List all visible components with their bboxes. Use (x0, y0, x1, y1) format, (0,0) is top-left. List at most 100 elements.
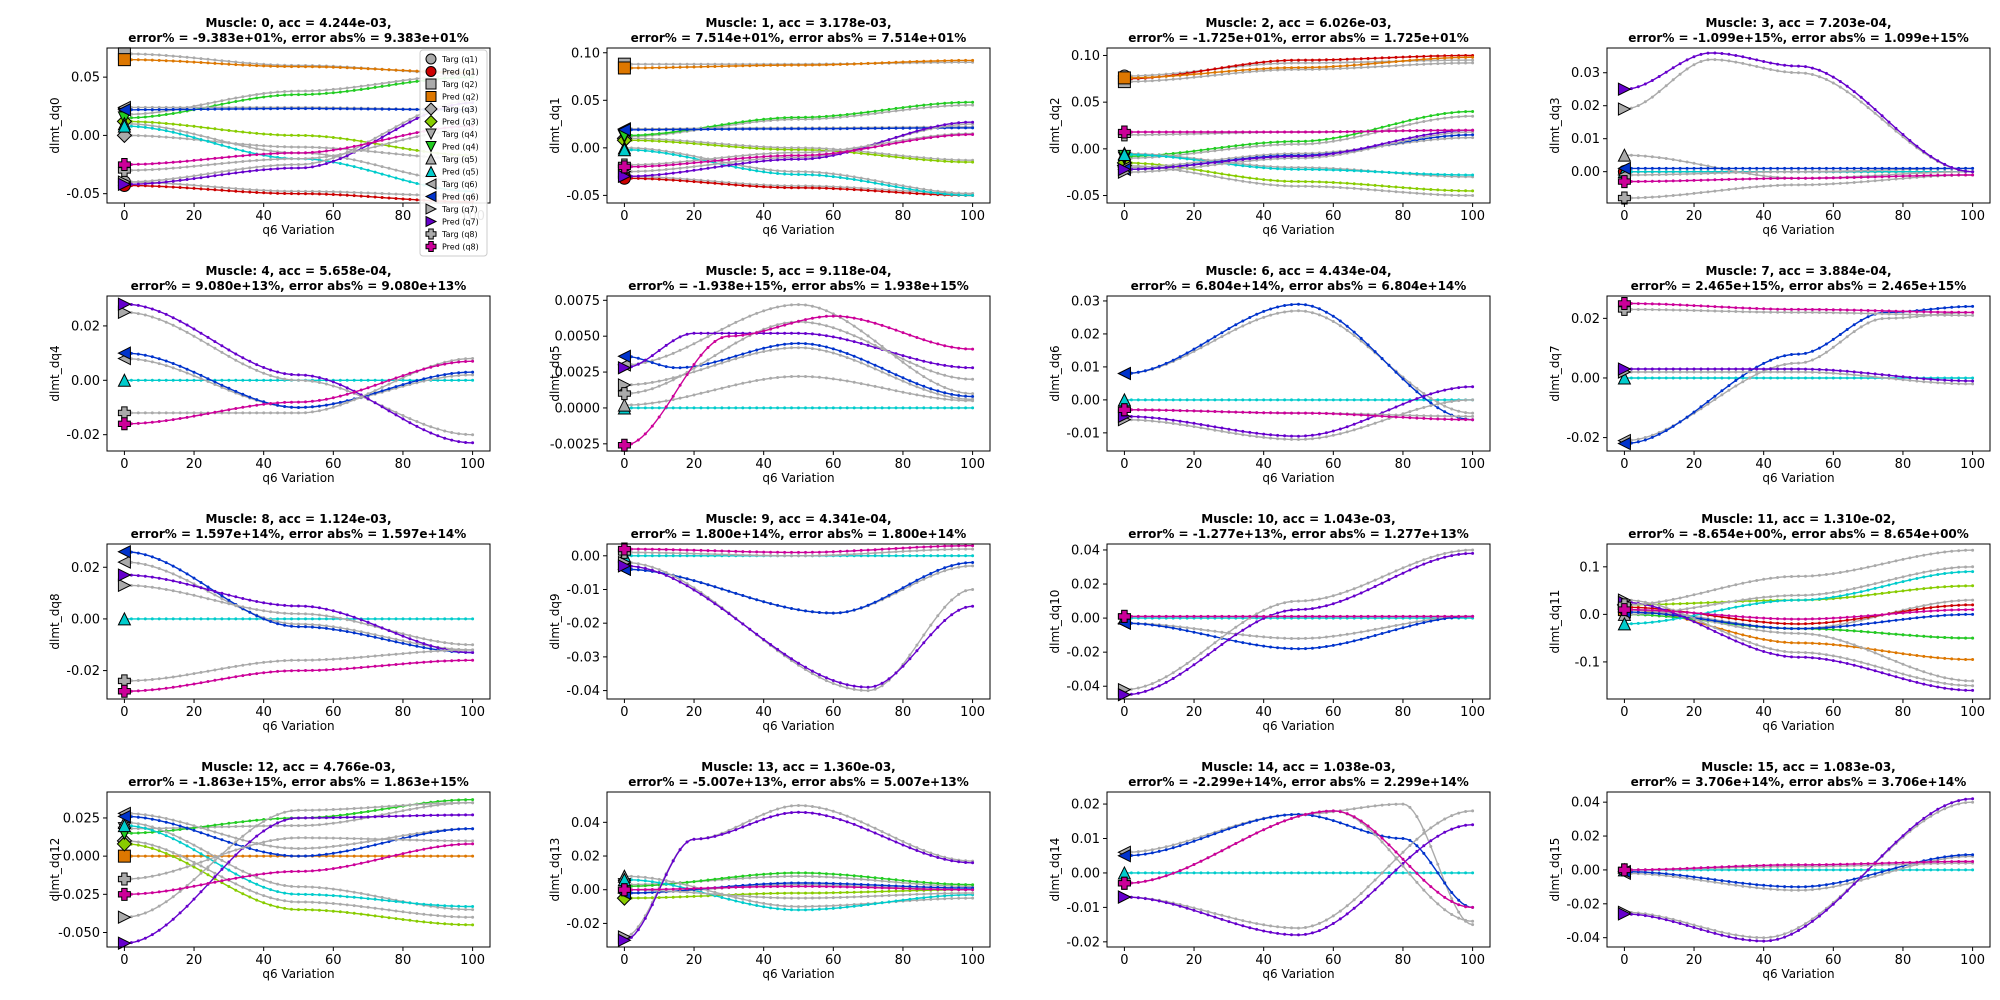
data-point (1255, 69, 1259, 73)
series-points (622, 314, 975, 447)
data-point (1143, 415, 1147, 419)
data-point (317, 404, 321, 408)
data-point (415, 173, 419, 177)
data-point (1817, 376, 1821, 380)
data-point (136, 108, 140, 112)
data-point (1359, 63, 1363, 67)
data-point (324, 403, 328, 407)
data-point (1810, 183, 1814, 187)
data-point (866, 364, 870, 368)
data-point (957, 346, 961, 350)
data-point (1671, 376, 1675, 380)
data-point (1636, 154, 1640, 158)
data-point (1324, 58, 1328, 62)
data-point (1345, 57, 1349, 61)
series-points (122, 359, 475, 426)
data-point (783, 331, 787, 335)
data-point (1471, 136, 1475, 140)
data-point (338, 153, 342, 156)
data-point (220, 99, 224, 103)
data-point (1352, 132, 1356, 136)
data-point (1790, 176, 1793, 180)
data-point (394, 145, 398, 149)
data-point (185, 55, 189, 59)
data-point (345, 392, 349, 396)
data-point (922, 384, 926, 388)
data-point (283, 617, 287, 621)
data-point (283, 189, 287, 193)
data-point (136, 120, 140, 124)
data-point (401, 68, 405, 72)
data-point (157, 357, 161, 361)
data-point (810, 170, 814, 174)
data-point (1283, 304, 1287, 307)
data-point (1157, 78, 1161, 82)
data-point (290, 107, 293, 111)
data-point (1755, 372, 1759, 376)
data-point (352, 150, 356, 154)
data-point (1824, 169, 1828, 173)
data-point (1408, 136, 1412, 140)
data-point (1248, 321, 1252, 325)
data-point (1810, 376, 1814, 380)
data-point (1164, 408, 1168, 412)
data-point (901, 390, 905, 394)
data-point (1810, 166, 1814, 170)
y-tick-label: -0.01 (1066, 426, 1100, 441)
data-point (1643, 179, 1647, 183)
data-point (1380, 125, 1384, 129)
data-point (1171, 74, 1175, 78)
data-point (678, 162, 682, 166)
data-point (1150, 133, 1154, 137)
data-point (804, 63, 807, 67)
data-point (1943, 170, 1947, 174)
data-point (192, 132, 196, 136)
data-point (1457, 189, 1461, 193)
data-point (241, 411, 245, 415)
data-point (901, 106, 905, 110)
data-point (824, 314, 828, 318)
data-point (1269, 313, 1273, 317)
data-point (1422, 62, 1426, 66)
data-point (220, 128, 224, 132)
data-point (922, 187, 926, 191)
data-point (1776, 310, 1780, 314)
data-point (1310, 433, 1314, 437)
data-point (915, 370, 919, 374)
data-point (436, 374, 440, 378)
data-point (1199, 169, 1203, 172)
data-point (213, 156, 217, 160)
data-point (150, 360, 154, 364)
data-point (394, 413, 398, 417)
data-point (1227, 69, 1231, 73)
data-point (1950, 173, 1954, 177)
data-point (1964, 310, 1968, 314)
start-marker (1117, 162, 1132, 177)
data-point (1685, 58, 1689, 62)
data-point (1436, 414, 1440, 418)
data-point (1366, 169, 1370, 173)
data-point (1908, 310, 1912, 313)
data-point (1852, 376, 1856, 380)
data-point (234, 352, 238, 356)
data-point (629, 383, 633, 387)
data-point (387, 192, 391, 196)
data-point (310, 92, 314, 96)
data-point (1922, 166, 1926, 170)
data-point (1831, 169, 1835, 173)
data-point (310, 156, 314, 160)
data-point (213, 58, 217, 62)
data-point (1866, 374, 1870, 378)
data-point (373, 401, 377, 405)
data-point (310, 150, 314, 154)
data-point (797, 303, 800, 307)
data-point (394, 107, 398, 111)
data-point (769, 147, 773, 151)
data-point (1129, 153, 1133, 156)
data-point (1380, 189, 1384, 193)
data-point (234, 63, 238, 67)
data-point (852, 354, 856, 358)
data-point (1838, 80, 1842, 83)
data-point (276, 167, 280, 171)
start-marker (1117, 71, 1131, 85)
